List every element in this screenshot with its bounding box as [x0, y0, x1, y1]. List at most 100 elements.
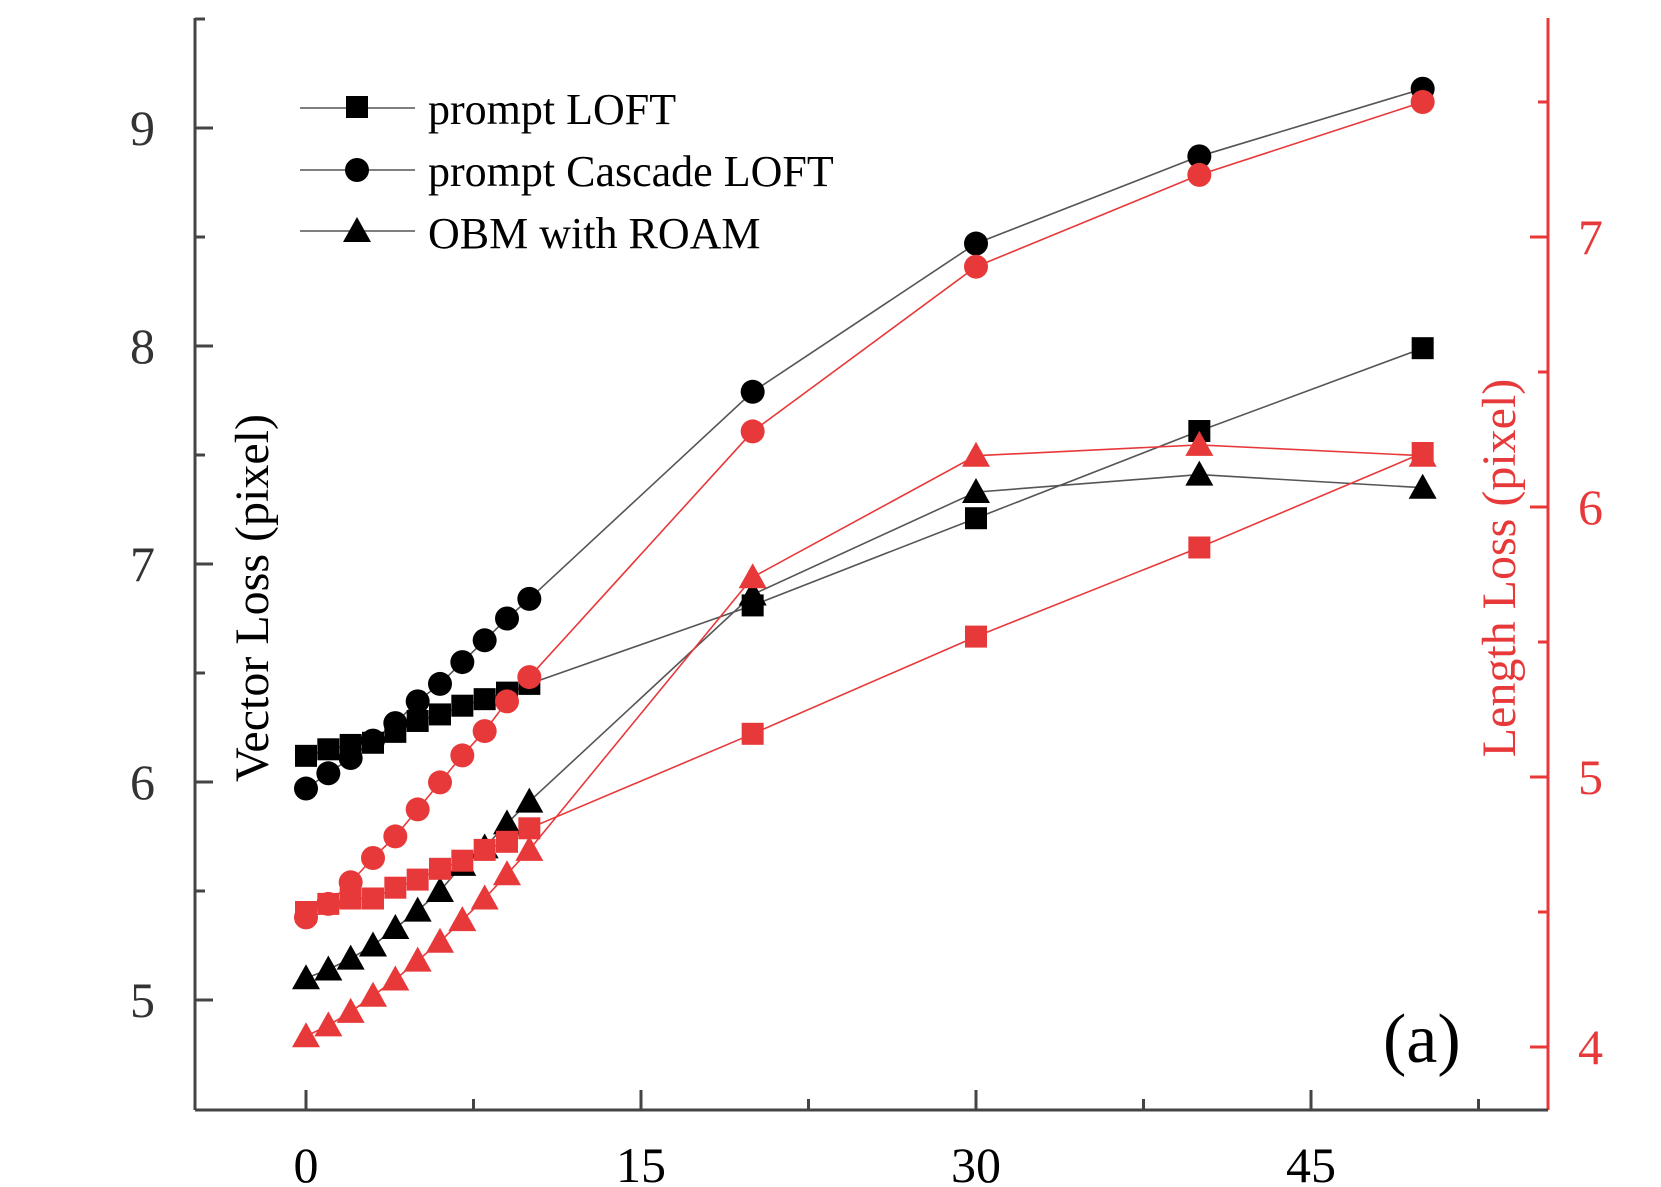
- data-point-triangle: [381, 965, 410, 991]
- data-point-circle: [383, 824, 408, 849]
- data-point-circle: [428, 770, 452, 795]
- data-point-circle: [517, 665, 542, 690]
- data-point-square: [406, 868, 429, 891]
- data-point-circle: [964, 254, 988, 279]
- data-point-triangle: [292, 1022, 320, 1048]
- data-point-square: [384, 876, 407, 899]
- y-right-tick-label: 6: [1578, 479, 1603, 535]
- series-line-obm-with-roam-length-loss: [305, 444, 1423, 1037]
- data-point-square: [473, 838, 496, 861]
- series-line-prompt-loft-length-loss: [305, 452, 1424, 913]
- y-left-tick-label: 9: [130, 100, 155, 156]
- y-right-axis-title: Length Loss (pixel): [1473, 379, 1526, 758]
- data-point-circle: [338, 870, 363, 895]
- legend: prompt LOFT prompt Cascade LOFT OBM with…: [300, 85, 834, 258]
- data-point-square: [451, 694, 474, 717]
- data-point-circle: [294, 776, 318, 801]
- legend-entry-obm-with-roam: OBM with ROAM: [300, 209, 761, 258]
- data-point-triangle: [314, 1011, 343, 1037]
- series-markers: [292, 76, 1437, 1048]
- legend-label-prompt-loft: prompt LOFT: [428, 85, 676, 134]
- data-point-triangle: [336, 997, 365, 1023]
- data-point-triangle: [292, 964, 320, 990]
- data-point-circle: [740, 379, 765, 404]
- data-point-circle: [294, 905, 318, 930]
- data-point-circle: [1187, 144, 1212, 169]
- data-point-circle: [740, 419, 765, 444]
- x-tick-label: 15: [616, 1137, 666, 1187]
- data-point-square: [518, 817, 541, 840]
- data-point-square: [451, 849, 474, 872]
- y-right-tick-label: 4: [1578, 1019, 1603, 1075]
- data-point-triangle: [426, 927, 454, 953]
- data-point-triangle: [359, 931, 387, 957]
- y-left-tick-label: 7: [130, 536, 155, 592]
- data-point-triangle: [738, 563, 767, 589]
- data-point-square: [429, 857, 451, 880]
- legend-marker-circle: [345, 158, 369, 182]
- data-point-circle: [450, 743, 475, 768]
- data-point-circle: [1410, 90, 1435, 114]
- data-point-circle: [964, 231, 988, 256]
- data-point-circle: [405, 797, 430, 822]
- y-left-tick-label: 5: [130, 972, 155, 1028]
- data-point-circle: [338, 746, 363, 771]
- data-point-circle: [1187, 162, 1212, 187]
- data-point-triangle: [1408, 473, 1437, 499]
- data-point-triangle: [314, 955, 343, 981]
- data-point-circle: [316, 761, 341, 786]
- data-point-circle: [495, 606, 519, 631]
- legend-entry-prompt-cascade-loft: prompt Cascade LOFT: [300, 147, 834, 196]
- data-point-triangle: [493, 860, 521, 886]
- data-point-circle: [405, 689, 430, 714]
- legend-entry-prompt-loft: prompt LOFT: [300, 85, 676, 134]
- data-point-triangle: [515, 835, 544, 861]
- data-point-triangle: [1185, 430, 1214, 456]
- series-line-prompt-loft: [305, 347, 1423, 757]
- data-point-triangle: [403, 896, 432, 922]
- data-point-triangle: [1185, 460, 1214, 486]
- tick-marks: [195, 17, 1548, 1110]
- panel-label: (a): [1383, 1001, 1461, 1078]
- data-point-square: [1411, 337, 1434, 360]
- data-point-circle: [495, 689, 519, 714]
- data-point-circle: [361, 728, 385, 753]
- data-point-triangle: [381, 914, 410, 940]
- y-right-tick-label: 5: [1578, 749, 1603, 805]
- data-point-triangle: [1408, 441, 1437, 467]
- data-point-circle: [361, 846, 385, 870]
- legend-label-prompt-cascade-loft: prompt Cascade LOFT: [428, 147, 834, 196]
- data-point-square: [429, 703, 451, 726]
- y-left-tick-label: 6: [130, 754, 155, 810]
- data-point-triangle: [336, 944, 365, 970]
- y-left-axis-title: Vector Loss (pixel): [226, 414, 279, 782]
- data-point-square: [965, 625, 987, 648]
- data-point-circle: [472, 628, 497, 653]
- data-point-triangle: [962, 478, 990, 504]
- axes: [193, 18, 1550, 1112]
- data-point-triangle: [426, 877, 454, 902]
- data-point-square: [339, 887, 362, 910]
- data-point-circle: [517, 586, 542, 611]
- series-line-obm-with-roam: [305, 473, 1423, 979]
- data-point-square: [473, 688, 496, 711]
- data-point-square: [496, 830, 518, 853]
- data-point-triangle: [515, 787, 544, 813]
- data-point-square: [965, 507, 987, 530]
- data-point-circle: [383, 711, 408, 736]
- x-tick-label: 45: [1286, 1137, 1336, 1187]
- data-point-triangle: [493, 809, 521, 835]
- data-point-square: [406, 709, 429, 732]
- x-tick-label: 0: [294, 1137, 319, 1187]
- data-point-square: [362, 887, 384, 910]
- data-point-square: [1188, 536, 1211, 559]
- x-tick-label: 30: [951, 1137, 1001, 1187]
- data-point-triangle: [403, 946, 432, 972]
- data-point-triangle: [448, 906, 477, 932]
- data-point-square: [317, 738, 340, 761]
- y-left-tick-label: 8: [130, 318, 155, 374]
- data-point-triangle: [962, 441, 990, 467]
- data-point-circle: [450, 650, 475, 675]
